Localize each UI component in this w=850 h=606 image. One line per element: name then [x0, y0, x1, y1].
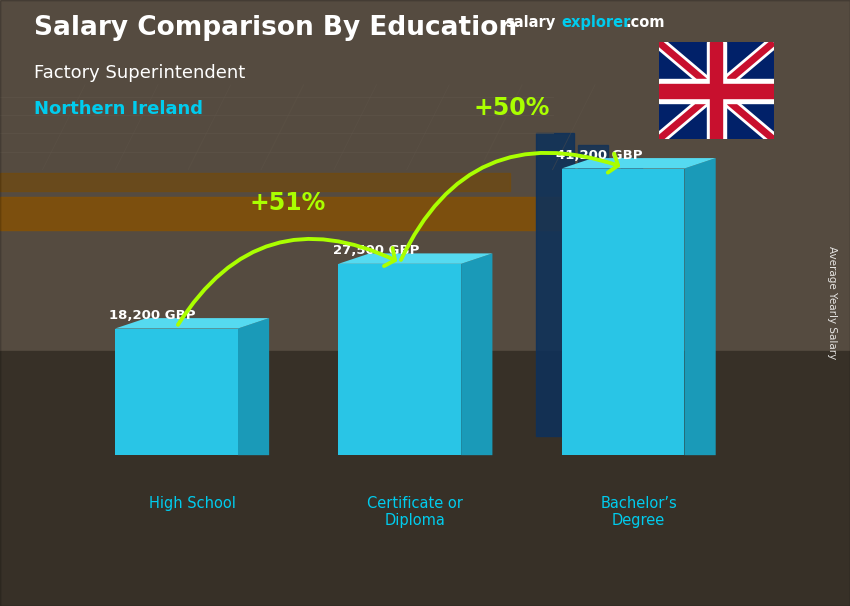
Bar: [659, 84, 774, 98]
Text: Certificate or
Diploma: Certificate or Diploma: [367, 496, 463, 528]
Polygon shape: [338, 253, 492, 264]
Bar: [711, 42, 722, 139]
Bar: [536, 133, 574, 436]
Text: 27,500 GBP: 27,500 GBP: [332, 244, 419, 257]
Bar: [0, 197, 612, 230]
Polygon shape: [562, 168, 684, 455]
Text: +51%: +51%: [250, 191, 326, 215]
Text: Salary Comparison By Education: Salary Comparison By Education: [34, 15, 517, 41]
Polygon shape: [115, 318, 269, 328]
FancyArrowPatch shape: [401, 153, 618, 260]
Text: +50%: +50%: [473, 96, 550, 120]
Text: 41,200 GBP: 41,200 GBP: [556, 148, 643, 162]
Text: 18,200 GBP: 18,200 GBP: [110, 308, 196, 322]
Text: explorer: explorer: [561, 15, 631, 30]
Bar: [620, 158, 642, 436]
Bar: [659, 79, 774, 103]
Polygon shape: [684, 158, 716, 455]
Text: Factory Superintendent: Factory Superintendent: [34, 64, 246, 82]
Text: .com: .com: [626, 15, 665, 30]
Polygon shape: [115, 328, 238, 455]
Bar: [578, 145, 608, 436]
FancyArrowPatch shape: [178, 239, 395, 325]
Polygon shape: [238, 318, 269, 455]
Text: Average Yearly Salary: Average Yearly Salary: [827, 247, 837, 359]
Bar: [0, 173, 510, 191]
Bar: [706, 42, 726, 139]
Bar: [0, 351, 850, 606]
Text: Bachelor’s
Degree: Bachelor’s Degree: [600, 496, 677, 528]
Polygon shape: [462, 253, 492, 455]
Polygon shape: [338, 264, 462, 455]
Bar: [0, 0, 850, 351]
Polygon shape: [562, 158, 716, 168]
Text: salary: salary: [506, 15, 556, 30]
Text: Northern Ireland: Northern Ireland: [34, 100, 203, 118]
Text: High School: High School: [149, 496, 235, 510]
